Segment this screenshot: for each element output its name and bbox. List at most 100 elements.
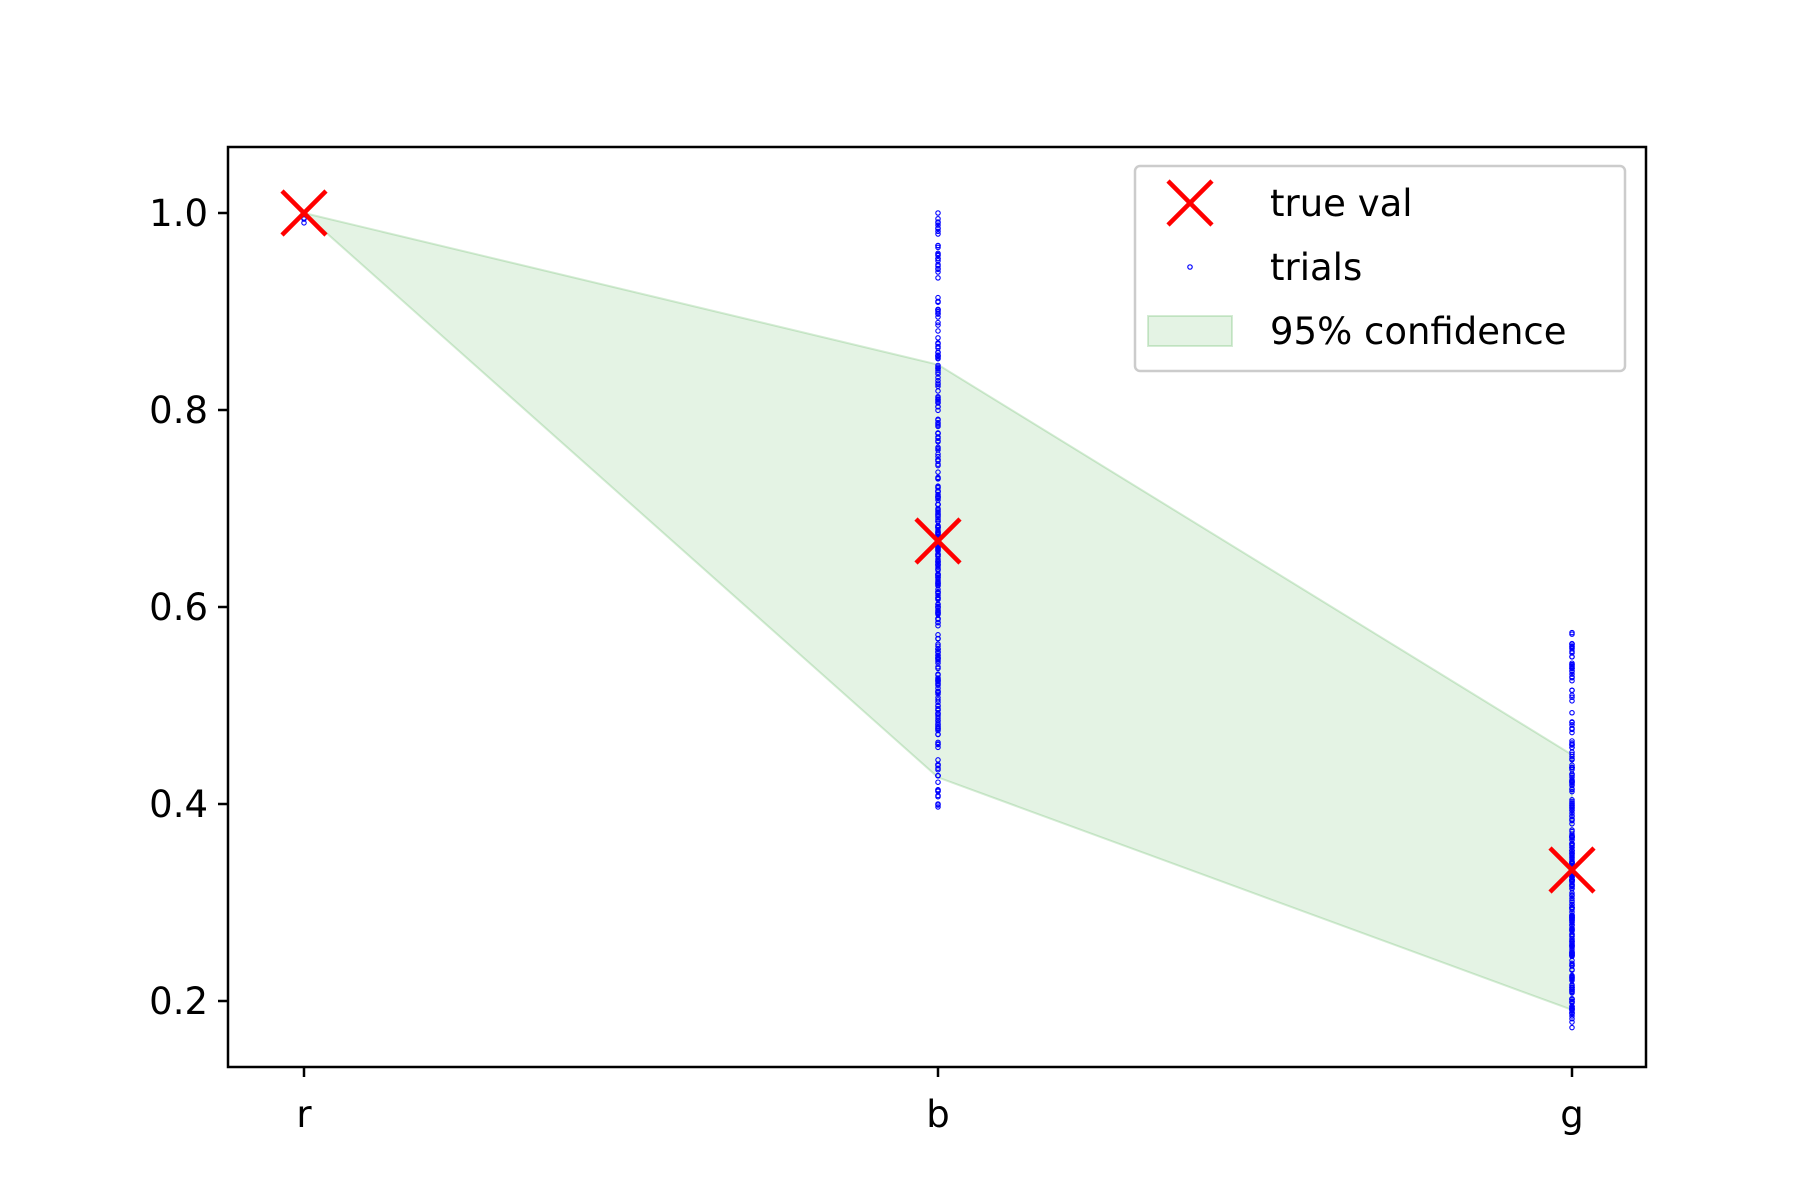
trial-point-g [1569,804,1575,811]
trial-point-g [1569,886,1575,892]
trial-point-b [935,632,941,638]
trial-point-b [935,787,941,793]
trial-point-g [1569,831,1575,837]
trial-point-b [935,592,941,599]
trial-point-b [935,720,941,726]
x-tick-label: r [296,1093,312,1136]
trial-point-b [935,343,941,350]
trial-point-g [1569,942,1575,949]
legend-label: trials [1270,246,1362,289]
trial-point-g [1569,772,1575,779]
trial-point-b [935,419,941,426]
y-tick-label: 0.8 [149,389,208,432]
trial-point-b [935,456,941,463]
trial-point-g [1569,996,1575,1002]
trial-point-b [935,488,941,495]
trial-point-b [935,352,941,359]
trial-point-g [1569,802,1575,808]
trial-point-b [935,335,941,341]
trial-point-g [1569,899,1575,905]
trial-point-b [935,664,941,670]
true-val-marker-b [914,517,962,565]
trial-point-b [935,603,941,610]
trial-point-b [935,269,941,275]
trial-point-b [935,371,941,377]
trial-point-b [935,694,941,701]
trial-point-g [1569,780,1575,786]
trial-point-b [935,228,941,235]
trial-point-b [935,643,941,649]
trial-point-b [935,622,941,629]
trial-point-g [1569,972,1575,979]
trial-point-b [935,250,941,257]
trial-point-g [1569,671,1575,677]
trial-point-b [935,581,941,587]
trial-point-b [935,439,941,445]
trial-point-g [1569,917,1575,923]
trial-point-g [1569,1013,1575,1019]
trial-point-b [935,509,941,515]
trial-point-b [935,261,941,268]
trial-point-b [935,531,941,537]
trial-point-b [935,399,941,406]
trial-point-b [935,444,941,451]
trial-point-g [1569,698,1575,704]
trial-point-b [935,571,941,577]
trial-point-b [935,355,941,362]
trial-point-g [1569,687,1575,694]
y-tick-label: 0.4 [149,783,208,826]
axes-layer: 0.2 0.4 0.6 0.8 1.0 r b g [149,145,1648,1136]
trial-point-g [1569,709,1575,716]
trial-point-b [935,497,941,503]
legend-box [1133,164,1627,373]
trial-point-b [935,453,941,460]
trial-point-b [935,583,941,589]
trial-point-b [935,349,941,356]
trial-point-b [935,474,941,481]
trial-point-g [1569,650,1575,656]
trial-point-g [1569,833,1575,839]
trial-point-b [935,469,941,475]
trial-point-b [935,635,941,642]
trial-point-b [935,242,941,249]
trial-point-g [1569,873,1575,880]
legend-handle-trials [1187,264,1193,270]
trial-point-g [1569,967,1575,973]
trial-point-g [1569,905,1575,911]
legend-handle-true-val [1166,179,1214,227]
y-tick-label: 0.6 [149,586,208,629]
trial-point-b [935,705,941,712]
trial-point-b [935,322,941,328]
trial-point-b [935,703,941,709]
trial-point-b [935,697,941,703]
trial-point-g [1569,641,1575,647]
trial-point-g [1569,631,1575,637]
legend-label: 95% confidence [1270,310,1567,353]
trial-point-b [935,374,941,381]
trial-point-b [935,779,941,785]
trial-point-g [1569,677,1575,684]
legend-handle-confidence [1147,315,1233,347]
trial-point-g [1569,753,1575,760]
trial-point-b [935,307,941,313]
trial-point-b [935,210,941,216]
trial-point-b [935,772,941,779]
trial-point-b [935,225,941,231]
trial-point-r [301,216,307,222]
trial-point-g [1569,786,1575,792]
trial-point-b [935,383,941,390]
trial-point-b [935,766,941,773]
trial-point-b [935,252,941,259]
trial-point-b [935,491,941,498]
true-val-marker-g [1548,846,1596,894]
trial-point-g [1569,1006,1575,1012]
trial-point-b [935,397,941,403]
trial-point-b [935,646,941,652]
trial-point-b [935,595,941,602]
trial-point-g [1569,694,1575,700]
trial-point-b [935,793,941,800]
trial-point-b [935,689,941,696]
trial-point-b [935,362,941,369]
